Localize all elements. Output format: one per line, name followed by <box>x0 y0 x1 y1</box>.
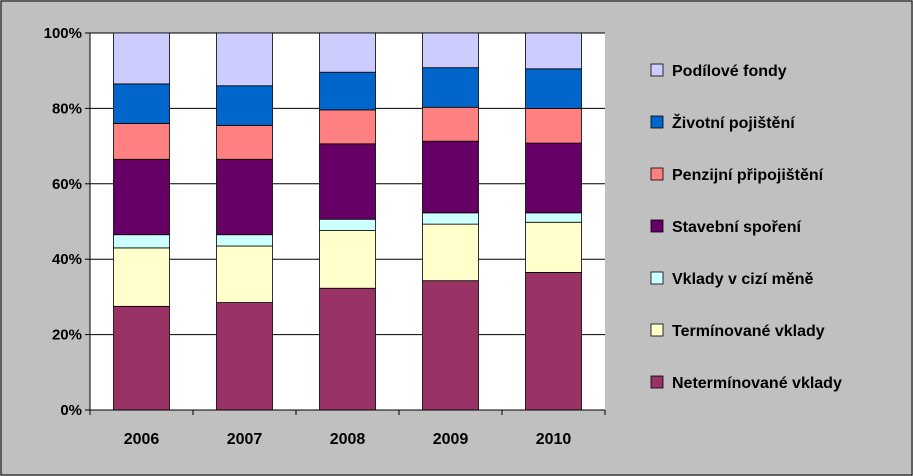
bar-segment <box>113 32 170 85</box>
y-tick-label: 80% <box>52 100 82 117</box>
y-tick-label: 0% <box>60 402 82 419</box>
bar-segment <box>216 124 273 160</box>
bar-segment <box>525 271 582 411</box>
legend-label: Penzijní připojištění <box>672 167 824 184</box>
bar-segment <box>319 32 376 73</box>
legend-label: Stavební spoření <box>672 219 801 236</box>
bar-segment <box>422 140 479 214</box>
bar-segment <box>525 32 582 70</box>
bar-segment <box>525 142 582 214</box>
x-tick-label: 2007 <box>227 431 263 448</box>
bar-segment <box>422 212 479 225</box>
bar-segment <box>422 32 479 69</box>
bar-segment <box>525 108 582 144</box>
bar-segment <box>216 158 273 236</box>
bar-segment <box>422 280 479 411</box>
x-tick-label: 2006 <box>124 431 160 448</box>
legend: Podílové fondy Životní pojištění Penzijní … <box>650 63 842 392</box>
bar-segment <box>525 221 582 273</box>
y-tick-label: 60% <box>52 176 82 193</box>
legend-label: Vklady v cizí měně <box>672 271 814 288</box>
legend-swatch <box>650 323 664 337</box>
legend-swatch <box>650 167 664 181</box>
legend-swatch <box>650 115 664 129</box>
bar-segment <box>422 223 479 282</box>
bar-segment <box>113 247 170 307</box>
bar-segment <box>216 302 273 411</box>
legend-swatch <box>650 375 664 389</box>
bar-segment <box>422 106 479 142</box>
bar-segment <box>422 67 479 108</box>
y-tick-label: 40% <box>52 251 82 268</box>
bar-segment <box>319 109 376 145</box>
bar-segment <box>216 85 273 126</box>
legend-swatch <box>650 219 664 233</box>
y-tick-label: 20% <box>52 327 82 344</box>
bar-segment <box>319 287 376 411</box>
legend-label: Životní pojištění <box>672 113 795 132</box>
bars <box>113 32 582 411</box>
legend-swatch <box>650 63 664 77</box>
y-tick-labels: 0% 20% 40% 60% 80% 100% <box>44 25 90 419</box>
bar-segment <box>113 158 170 236</box>
bar-segment <box>113 123 170 160</box>
bar-segment <box>216 32 273 87</box>
x-category-labels: 2006 2007 2008 2009 2010 <box>89 410 606 448</box>
bar-segment <box>113 234 170 249</box>
bar-segment <box>113 305 170 411</box>
legend-label: Termínované vklady <box>672 323 825 340</box>
bar-segment <box>319 218 376 231</box>
axes <box>89 33 605 411</box>
x-tick-label: 2008 <box>330 431 366 448</box>
legend-swatch <box>650 271 664 285</box>
x-tick-label: 2009 <box>433 431 469 448</box>
bar-segment <box>319 230 376 289</box>
legend-label: Podílové fondy <box>672 63 787 80</box>
bar-segment <box>216 234 273 247</box>
legend-label: Netermínované vklady <box>672 375 842 392</box>
bar-segment <box>525 68 582 109</box>
y-tick-label: 100% <box>44 25 82 42</box>
x-tick-label: 2010 <box>536 431 572 448</box>
bar-segment <box>319 71 376 111</box>
bar-segment <box>319 143 376 220</box>
bar-segment <box>525 212 582 223</box>
bar-segment <box>113 83 170 124</box>
bar-segment <box>216 245 273 303</box>
